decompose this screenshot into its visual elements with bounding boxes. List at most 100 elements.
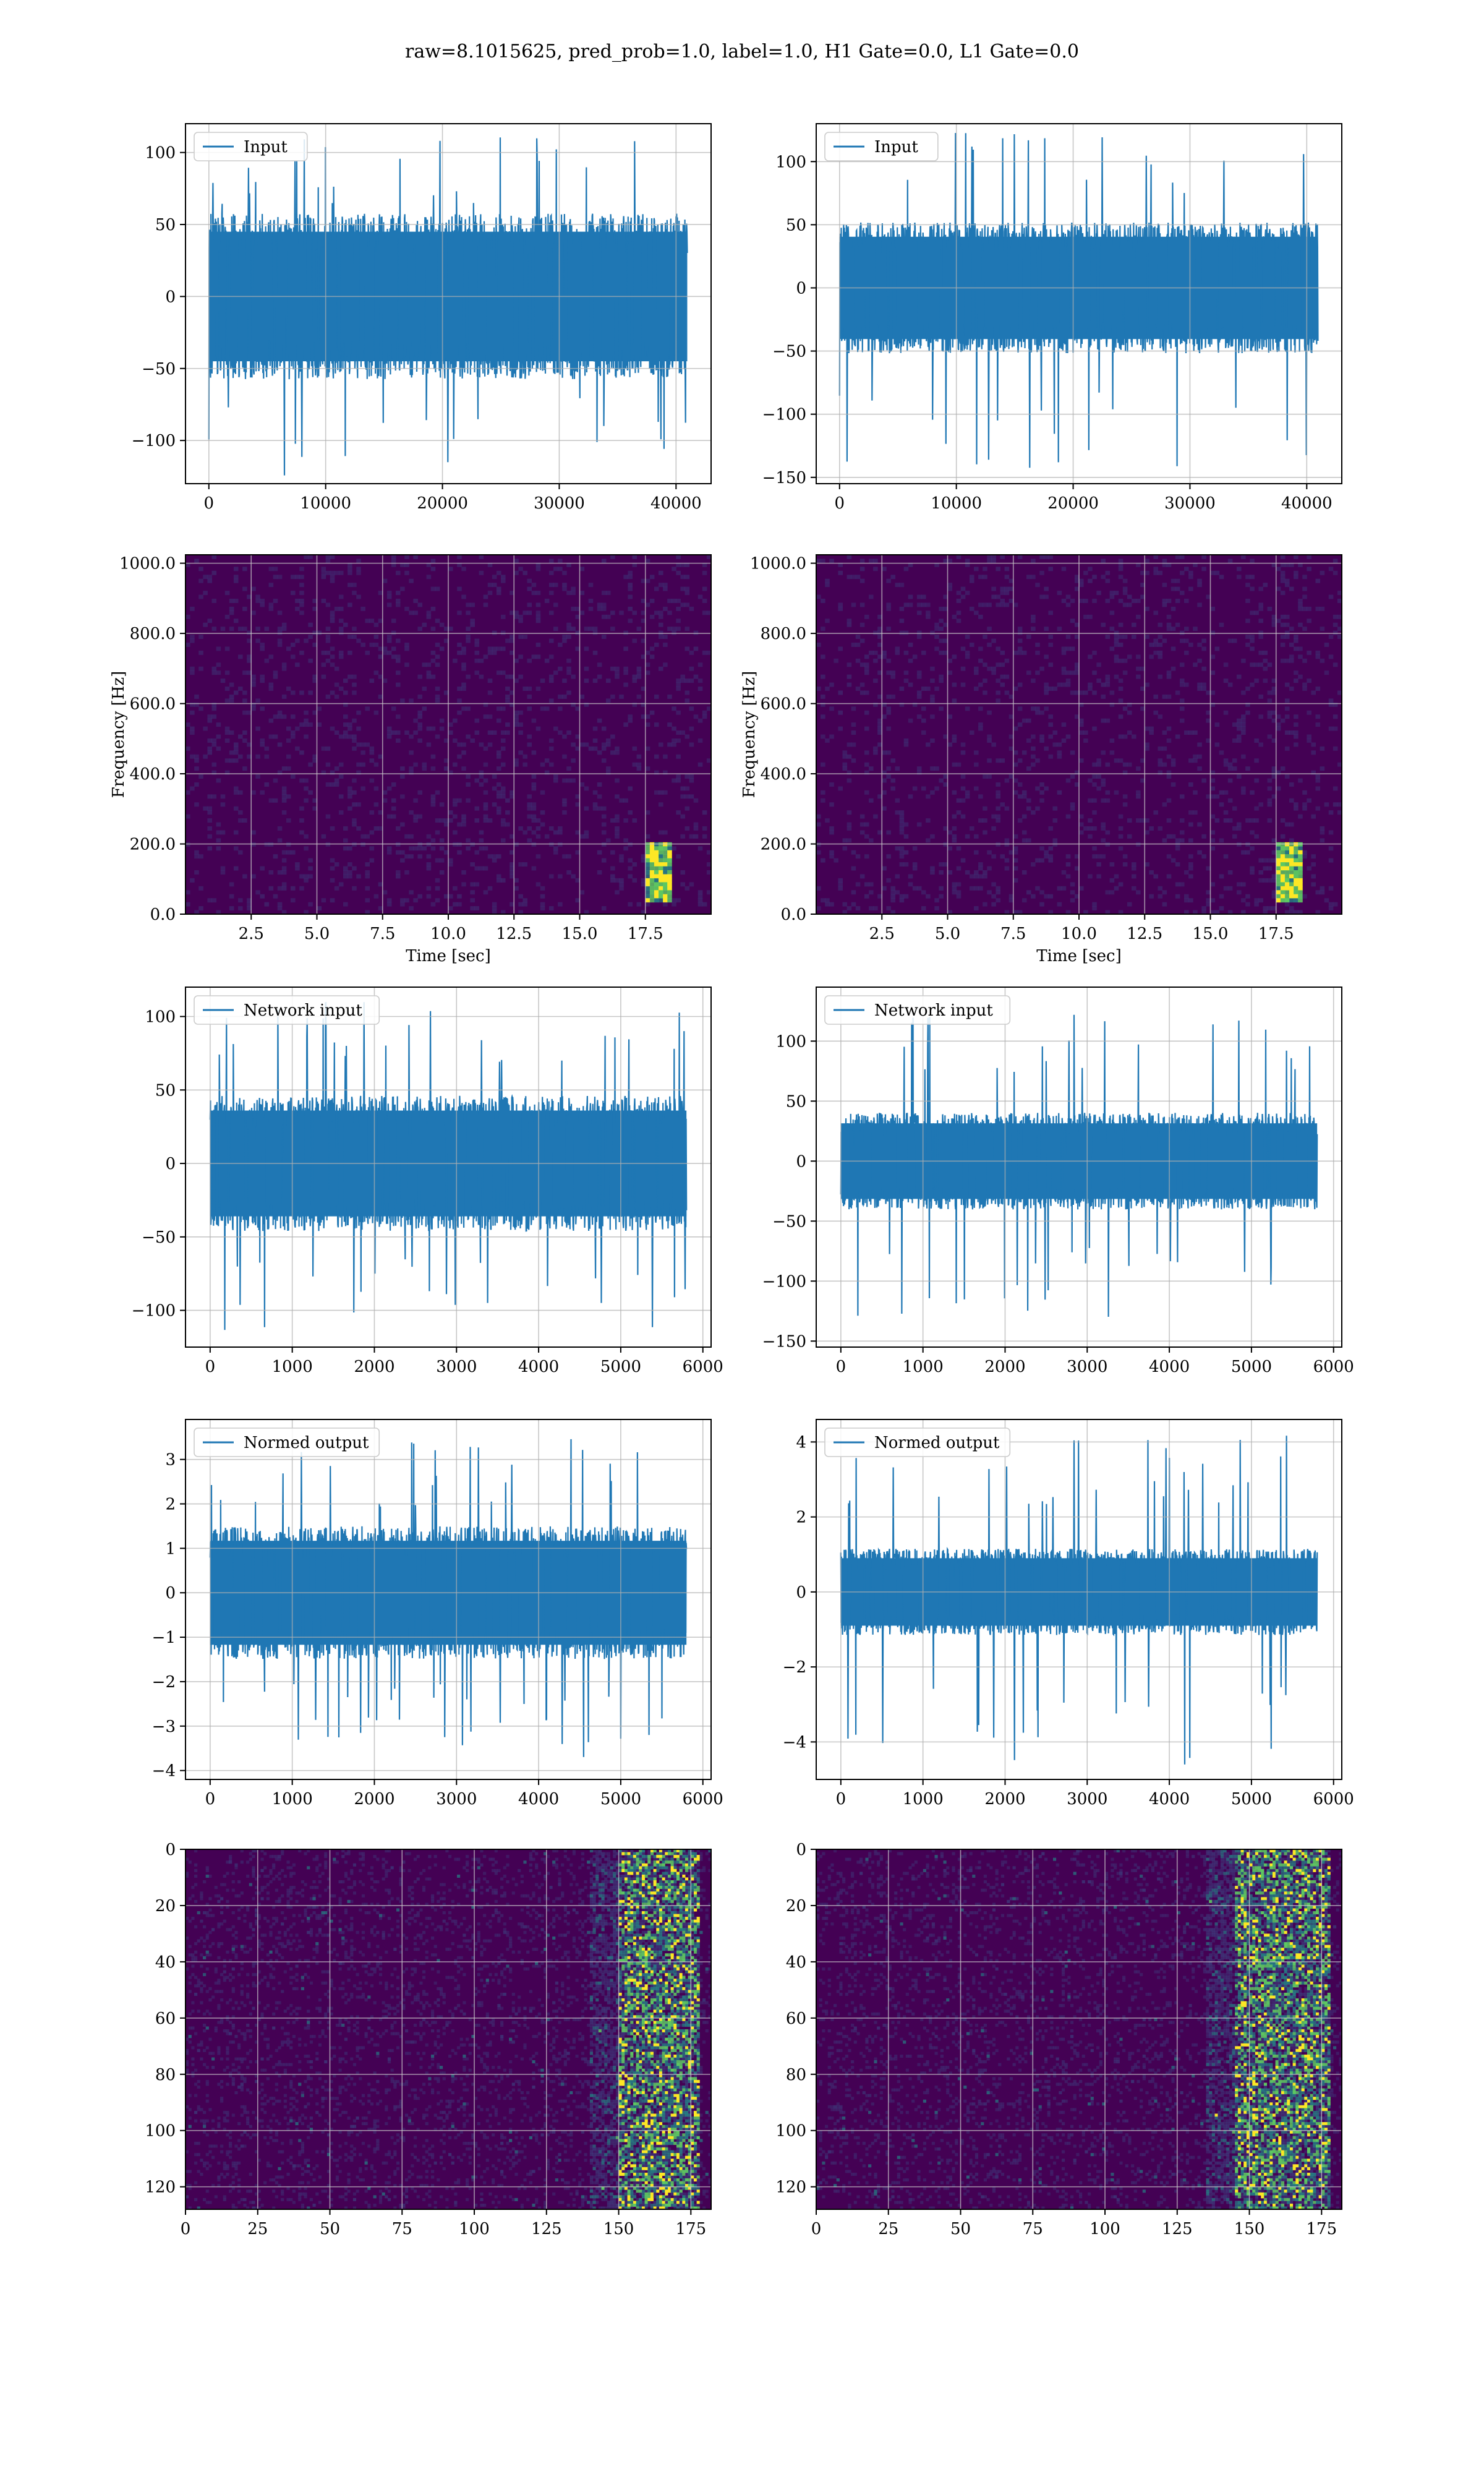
x-tick-label: 150 bbox=[1234, 2220, 1265, 2238]
y-tick-label: 2 bbox=[796, 1509, 806, 1527]
x-tick-label: 1000 bbox=[903, 1358, 944, 1376]
x-tick-label: 0 bbox=[836, 1358, 846, 1376]
legend-label: Input bbox=[874, 138, 918, 156]
x-tick-label: 2000 bbox=[354, 1790, 394, 1808]
legend-box bbox=[824, 132, 939, 161]
x-tick-label: 2000 bbox=[984, 1358, 1025, 1376]
x-tick-label: 40000 bbox=[1281, 494, 1333, 513]
legend: Network input bbox=[194, 995, 380, 1025]
plot-area bbox=[838, 132, 1319, 468]
legend: Normed output bbox=[194, 1427, 380, 1457]
y-tick-label: −3 bbox=[152, 1718, 176, 1736]
y-tick-label: 120 bbox=[775, 2178, 806, 2197]
legend-label: Network input bbox=[244, 1001, 362, 1020]
panel-input-h1: 0 10000 20000 30000 40000 −100 −50 0 50 100 Input bbox=[132, 123, 712, 513]
axes-frame bbox=[185, 1849, 712, 2210]
x-tick-label: 3000 bbox=[1067, 1790, 1107, 1808]
series-line bbox=[209, 1001, 688, 1330]
y-tick-label: 20 bbox=[155, 1897, 176, 1915]
y-tick-label: −50 bbox=[772, 1212, 806, 1231]
y-tick-label: 1 bbox=[165, 1539, 176, 1558]
x-tick-label: 5000 bbox=[600, 1790, 641, 1808]
panel-network-input-h1: 0 1000 2000 3000 4000 5000 6000 −100 −50 0 50 100 Ne… bbox=[132, 987, 723, 1376]
plot-area bbox=[816, 1849, 1342, 2209]
x-tick-label: 7.5 bbox=[370, 925, 395, 943]
series-line bbox=[209, 1439, 688, 1757]
y-tick-label: 100 bbox=[145, 2122, 176, 2141]
y-tick-label: 3 bbox=[165, 1451, 176, 1470]
x-tick-label: 1000 bbox=[272, 1358, 313, 1376]
y-tick-label: 0 bbox=[796, 1841, 806, 1859]
x-tick-label: 3000 bbox=[436, 1358, 477, 1376]
panel-spectrogram-l1: 2.5 5.0 7.5 10.0 12.5 15.0 17.5 0.0 200.0 400.0 60… bbox=[740, 554, 1342, 965]
x-tick-label: 25 bbox=[878, 2220, 898, 2238]
y-tick-label: 40 bbox=[155, 1953, 176, 1972]
y-tick-label: 0 bbox=[165, 1584, 176, 1603]
legend-label: Normed output bbox=[244, 1434, 369, 1452]
y-tick-label: 60 bbox=[155, 2010, 176, 2028]
y-axis-label: Frequency [Hz] bbox=[109, 671, 128, 798]
y-tick-label: 0 bbox=[796, 279, 806, 297]
legend-label: Network input bbox=[874, 1001, 993, 1020]
axes-frame bbox=[185, 1419, 712, 1780]
x-tick-label: 3000 bbox=[436, 1790, 477, 1808]
x-tick-label: 4000 bbox=[518, 1358, 559, 1376]
x-tick-label: 20000 bbox=[417, 494, 468, 513]
x-tick-label: 20000 bbox=[1047, 494, 1099, 513]
x-tick-label: 0 bbox=[836, 1790, 846, 1808]
y-tick-label: 100 bbox=[775, 1032, 806, 1051]
legend-box bbox=[824, 1427, 1011, 1457]
y-tick-label: 600.0 bbox=[130, 695, 176, 714]
x-axis-label: Time [sec] bbox=[1036, 947, 1122, 965]
series-line bbox=[838, 132, 1319, 468]
y-tick-label: −50 bbox=[142, 1228, 176, 1247]
y-tick-label: 50 bbox=[786, 1092, 806, 1111]
figure-title: raw=8.1015625, pred_prob=1.0, label=1.0,… bbox=[405, 41, 1079, 62]
x-axis-label: Time [sec] bbox=[406, 947, 491, 965]
y-tick-label: 100 bbox=[145, 144, 176, 163]
y-tick-label: 100 bbox=[145, 1008, 176, 1027]
x-tick-label: 7.5 bbox=[1000, 925, 1026, 943]
x-tick-label: 175 bbox=[675, 2220, 706, 2238]
x-tick-label: 12.5 bbox=[1127, 925, 1162, 943]
panel-feature-map-h1: 0 25 50 75 100 125 150 175 0 20 40 60 80 100 120 bbox=[145, 1841, 712, 2238]
y-tick-label: −100 bbox=[132, 1302, 176, 1320]
x-tick-label: 17.5 bbox=[1258, 925, 1294, 943]
x-tick-label: 0 bbox=[181, 2220, 191, 2238]
legend-label: Input bbox=[244, 138, 288, 156]
x-tick-label: 5000 bbox=[600, 1358, 641, 1376]
panel-feature-map-l1: 0 25 50 75 100 125 150 175 0 20 40 60 80 100 120 bbox=[775, 1841, 1342, 2238]
x-tick-label: 6000 bbox=[1313, 1358, 1354, 1376]
x-tick-label: 15.0 bbox=[1193, 925, 1229, 943]
y-tick-label: −1 bbox=[152, 1629, 176, 1647]
x-tick-label: 3000 bbox=[1067, 1358, 1107, 1376]
x-tick-label: 75 bbox=[1023, 2220, 1043, 2238]
y-tick-label: 4 bbox=[796, 1433, 806, 1452]
axes-frame bbox=[185, 987, 712, 1348]
x-tick-label: 6000 bbox=[683, 1358, 723, 1376]
x-tick-label: 1000 bbox=[903, 1790, 944, 1808]
y-tick-label: −50 bbox=[142, 360, 176, 379]
y-tick-label: 600.0 bbox=[761, 695, 806, 714]
axes-frame bbox=[816, 123, 1342, 484]
x-tick-label: 10000 bbox=[931, 494, 982, 513]
y-tick-label: −150 bbox=[762, 1332, 806, 1351]
x-tick-label: 5000 bbox=[1231, 1790, 1272, 1808]
x-tick-label: 1000 bbox=[272, 1790, 313, 1808]
y-tick-label: 0 bbox=[165, 288, 176, 306]
x-tick-label: 40000 bbox=[650, 494, 702, 513]
series-line bbox=[840, 1436, 1318, 1765]
y-tick-label: 400.0 bbox=[761, 765, 806, 784]
panel-normed-output-l1: 0 1000 2000 3000 4000 5000 6000 −4 −2 0 2 4 Normed o… bbox=[783, 1419, 1354, 1808]
legend-box bbox=[194, 995, 380, 1025]
x-tick-label: 0 bbox=[205, 1358, 216, 1376]
x-tick-label: 175 bbox=[1306, 2220, 1337, 2238]
x-tick-label: 125 bbox=[1162, 2220, 1193, 2238]
y-tick-label: 0 bbox=[165, 1155, 176, 1173]
x-tick-label: 100 bbox=[459, 2220, 490, 2238]
y-tick-label: 200.0 bbox=[761, 836, 806, 854]
x-tick-label: 5000 bbox=[1231, 1358, 1272, 1376]
y-axis-label: Frequency [Hz] bbox=[740, 671, 759, 798]
y-tick-label: −50 bbox=[772, 343, 806, 361]
axes-frame bbox=[816, 987, 1342, 1348]
